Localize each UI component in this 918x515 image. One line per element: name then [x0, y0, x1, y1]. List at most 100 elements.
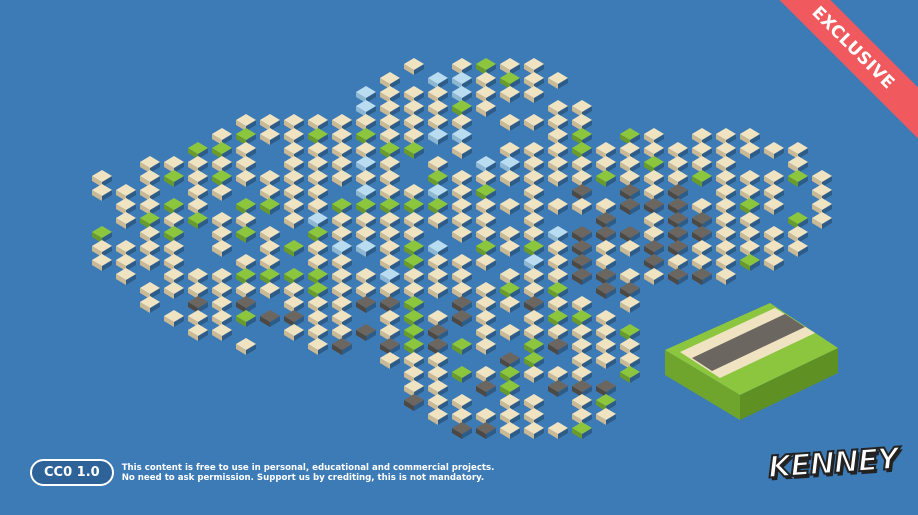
tile-side: [174, 288, 184, 299]
tile-side: [212, 148, 222, 159]
tile-side: [716, 148, 726, 159]
tile-side: [500, 64, 510, 75]
tile: [428, 114, 448, 126]
tile-side: [212, 246, 222, 257]
tile-side: [524, 176, 534, 187]
tile-side: [414, 274, 424, 285]
tile: [308, 324, 328, 336]
tile-side: [428, 288, 438, 299]
tile: [620, 296, 640, 308]
tile-side: [534, 162, 544, 173]
tile-side: [174, 316, 184, 327]
tile-side: [366, 134, 376, 145]
tile-side: [92, 260, 102, 271]
tile-side: [212, 232, 222, 243]
tile-side: [438, 246, 448, 257]
tile: [500, 156, 520, 168]
tile-side: [620, 302, 630, 313]
tile: [284, 268, 304, 280]
tile-side: [462, 372, 472, 383]
tile-side: [476, 428, 486, 439]
tile-side: [380, 330, 390, 341]
tile: [644, 184, 664, 196]
tile: [476, 212, 496, 224]
tile-side: [308, 330, 318, 341]
tile-side: [260, 176, 270, 187]
tile-side: [390, 232, 400, 243]
tile-side: [462, 120, 472, 131]
tile: [524, 58, 544, 70]
tile-side: [462, 344, 472, 355]
big-tile-road: [692, 314, 805, 371]
tile-side: [774, 260, 784, 271]
tile-side: [726, 204, 736, 215]
tile-side: [462, 92, 472, 103]
tile: [188, 184, 208, 196]
tile-side: [582, 162, 592, 173]
tile-side: [452, 274, 462, 285]
tile-side: [644, 232, 654, 243]
tile: [332, 142, 352, 154]
tile: [404, 58, 424, 70]
tile-side: [198, 162, 208, 173]
tile: [380, 226, 400, 238]
tile-side: [390, 344, 400, 355]
tile: [140, 282, 160, 294]
tile-side: [164, 176, 174, 187]
tile: [500, 58, 520, 70]
tile: [164, 254, 184, 266]
tile-side: [438, 78, 448, 89]
tile: [740, 254, 760, 266]
tile-side: [404, 134, 414, 145]
tile-side: [668, 246, 678, 257]
tile-side: [140, 246, 150, 257]
tile: [404, 212, 424, 224]
tile: [524, 408, 544, 420]
tile-side: [486, 218, 496, 229]
tile-side: [428, 162, 438, 173]
tile-side: [716, 190, 726, 201]
tile-side: [308, 134, 318, 145]
tile-side: [428, 120, 438, 131]
tile: [644, 240, 664, 252]
tile: [380, 184, 400, 196]
tile-side: [486, 302, 496, 313]
tile-side: [716, 204, 726, 215]
tile-side: [678, 162, 688, 173]
tile-side: [150, 162, 160, 173]
tile-side: [150, 288, 160, 299]
tile: [788, 170, 808, 182]
tile-side: [548, 120, 558, 131]
tile: [572, 156, 592, 168]
tile-side: [606, 400, 616, 411]
tile-side: [356, 92, 366, 103]
tile-side: [366, 106, 376, 117]
tile-side: [438, 316, 448, 327]
tile-side: [510, 162, 520, 173]
tile-side: [318, 316, 328, 327]
tile: [380, 338, 400, 350]
tile: [716, 142, 736, 154]
tile-side: [548, 330, 558, 341]
tile-side: [260, 246, 270, 257]
tile: [596, 310, 616, 322]
tile-side: [236, 134, 246, 145]
tile-side: [524, 78, 534, 89]
tile-side: [678, 246, 688, 257]
tile-side: [126, 204, 136, 215]
tile-side: [380, 190, 390, 201]
tile-side: [236, 218, 246, 229]
tile-side: [558, 120, 568, 131]
tile-side: [596, 232, 606, 243]
tile-side: [246, 162, 256, 173]
tile-side: [212, 274, 222, 285]
tile-side: [500, 162, 510, 173]
tile: [692, 156, 712, 168]
tile-side: [534, 288, 544, 299]
tile-side: [510, 428, 520, 439]
tile-side: [318, 232, 328, 243]
tile: [212, 310, 232, 322]
tile: [428, 394, 448, 406]
tile-side: [284, 134, 294, 145]
tile-side: [380, 148, 390, 159]
